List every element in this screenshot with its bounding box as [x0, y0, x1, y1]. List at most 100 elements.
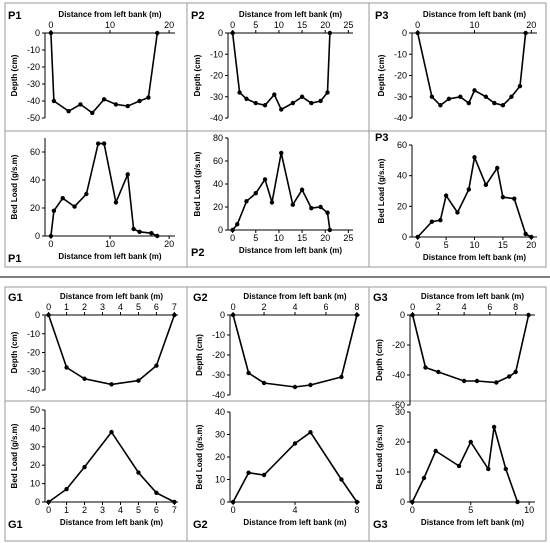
- y-tick-label: -20: [394, 71, 407, 81]
- y-tick-label: 20: [215, 452, 225, 462]
- x-tick-label: 10: [524, 505, 534, 515]
- data-point: [113, 200, 119, 205]
- x-tick-label: 0: [231, 302, 236, 312]
- data-point: [154, 490, 159, 495]
- x-tick-label: 10: [274, 20, 284, 30]
- y-tick-label: 30: [30, 442, 40, 452]
- panel-label: G1: [8, 519, 23, 531]
- data-point: [438, 217, 443, 223]
- data-point: [458, 94, 463, 99]
- y-axis-label: Depth (cm): [377, 54, 386, 96]
- y-tick-label: -30: [210, 92, 223, 102]
- data-point: [474, 378, 480, 384]
- data-point: [523, 231, 528, 237]
- y-tick-label: -20: [27, 348, 40, 358]
- data-point: [327, 30, 333, 36]
- data-point: [253, 191, 258, 196]
- data-point: [486, 466, 491, 472]
- x-axis-label: Distance from left bank (m): [423, 10, 526, 19]
- y-tick-label: -40: [394, 113, 407, 123]
- x-tick-label: 2: [436, 302, 441, 312]
- y-tick-label: 20: [30, 460, 40, 470]
- y-tick-label: 0: [400, 310, 405, 320]
- data-point: [66, 109, 71, 114]
- y-tick-label: -10: [212, 330, 225, 340]
- data-point: [237, 90, 242, 95]
- y-tick-label: -40: [27, 385, 40, 395]
- x-tick-label: 6: [323, 302, 328, 312]
- panel-frame: [368, 400, 547, 542]
- data-point: [436, 369, 441, 375]
- data-point: [415, 234, 420, 240]
- data-point: [299, 187, 305, 192]
- data-point: [109, 429, 114, 435]
- x-tick-label: 20: [320, 20, 330, 30]
- x-tick-label: 1: [64, 505, 69, 515]
- x-tick-label: 0: [415, 240, 420, 250]
- data-point: [483, 182, 489, 188]
- data-point: [246, 370, 251, 376]
- y-tick-label: 20: [213, 202, 223, 212]
- g1-load-panel: 0 1 2 3 4 5 6 7 0 10 20 30 40 50 Distance from left ba…: [8, 405, 178, 531]
- y-axis-label: Bed Load (g/s.m): [10, 423, 19, 488]
- y-tick-label: 0: [220, 310, 225, 320]
- x-tick-label: 0: [48, 20, 53, 30]
- y-axis-label: Bed Load (g/s.m): [375, 424, 384, 489]
- data-point: [354, 499, 360, 505]
- x-tick-label: 3: [100, 505, 105, 515]
- y-tick-label: 0: [218, 28, 223, 38]
- y-axis-label: Bed Load (g/s.m): [10, 154, 19, 219]
- data-point: [308, 430, 313, 435]
- panel-label: G3: [373, 292, 388, 304]
- x-tick-label: 8: [354, 505, 359, 515]
- y-tick-label: 40: [30, 175, 40, 185]
- data-point: [500, 194, 506, 200]
- x-tick-label: 20: [526, 240, 536, 250]
- data-point: [101, 141, 107, 146]
- data-point: [146, 95, 151, 100]
- data-point: [472, 155, 477, 160]
- panel-label: G3: [373, 519, 388, 531]
- x-tick-label: 0: [410, 302, 415, 312]
- panel-label: P3: [375, 132, 388, 144]
- x-tick-label: 3: [100, 302, 105, 312]
- y-axis-label: Depth (cm): [195, 334, 204, 376]
- data-point: [95, 141, 101, 146]
- y-tick-label: 40: [213, 179, 223, 189]
- data-point: [51, 208, 57, 213]
- data-point: [78, 102, 83, 107]
- x-tick-label: 20: [164, 239, 174, 249]
- x-tick-label: 0: [415, 20, 420, 30]
- data-point: [483, 94, 489, 99]
- series-line: [411, 314, 530, 384]
- y-axis-label: Depth (cm): [375, 339, 384, 381]
- data-point: [244, 96, 249, 102]
- x-axis-label: Distance from left bank (m): [421, 518, 524, 527]
- x-tick-label: 0: [230, 20, 235, 30]
- x-tick-label: 8: [354, 302, 359, 312]
- x-tick-label: 1: [64, 302, 69, 312]
- x-tick-label: 2: [262, 302, 267, 312]
- series-line: [416, 32, 527, 107]
- data-point: [279, 107, 284, 112]
- data-point: [46, 312, 51, 318]
- x-tick-label: 20: [526, 20, 536, 30]
- data-point: [172, 499, 177, 505]
- panel-frame: [368, 2, 547, 132]
- x-tick-label: 0: [46, 302, 51, 312]
- data-point: [523, 30, 528, 36]
- x-axis-label: Distance from left bank (m): [239, 10, 342, 19]
- data-point: [309, 205, 314, 211]
- data-point: [512, 196, 517, 201]
- x-axis-label: Distance from left bank (m): [60, 518, 163, 527]
- data-point: [72, 204, 77, 209]
- data-point: [131, 226, 136, 232]
- data-point: [492, 100, 497, 106]
- y-tick-label: 0: [35, 497, 40, 507]
- data-point: [472, 88, 477, 93]
- panel-label: G2: [193, 292, 208, 304]
- p3-depth-panel: 0 10 20 0 -10 -20 -30 -40 Distance from left ban…: [375, 10, 537, 123]
- y-axis-label: Bed Load (g/s.m): [193, 151, 202, 216]
- data-point: [84, 191, 89, 197]
- p1-depth-panel: 0 10 20 0 -10 -20 -30 -40 -50 Distance from left …: [8, 10, 175, 123]
